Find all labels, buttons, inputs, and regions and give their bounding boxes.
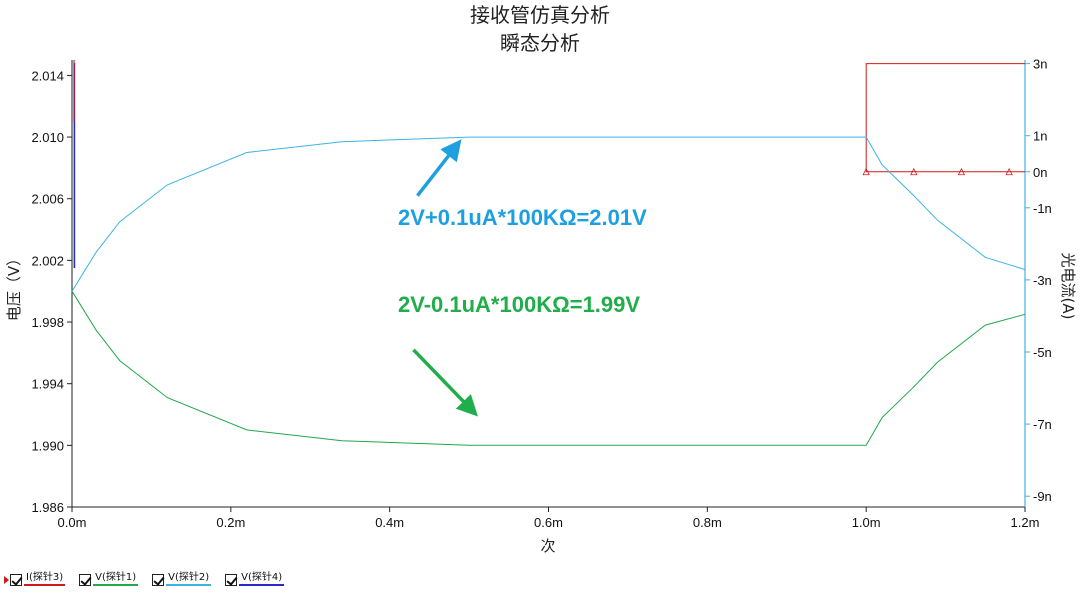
annotation-arrow: [416, 139, 462, 197]
y-left-axis-label: 电压（V）: [5, 251, 23, 321]
y-left-tick-label: 1.986: [31, 500, 64, 515]
x-tick-label: 1.2m: [1011, 515, 1040, 530]
legend: I(探针3) V(探针1) V(探针2) V(探针4): [4, 562, 285, 586]
y-left-tick-label: 1.994: [31, 377, 64, 392]
legend-label: I(探针3): [24, 572, 66, 586]
checkbox-icon[interactable]: [79, 574, 92, 586]
y-left-tick-label: 2.002: [31, 253, 64, 268]
y-right-tick-label: -1n: [1033, 201, 1052, 216]
legend-item-probe3[interactable]: I(探针3): [4, 572, 66, 586]
y-right-tick-label: 1n: [1033, 129, 1047, 144]
y-right-tick-label: 0n: [1033, 165, 1047, 180]
y-left-tick-label: 1.998: [31, 315, 64, 330]
chart: 接收管仿真分析 瞬态分析 0.0m 0.2m 0.4m 0.6m 0.8m 1.0m 1.2…: [5, 3, 1077, 555]
series-line-3: [71, 136, 1026, 292]
chart-subtitle: 瞬态分析: [500, 31, 580, 55]
checkbox-icon[interactable]: [225, 574, 238, 586]
checkbox-icon[interactable]: [10, 574, 22, 586]
y-left-tick-label: 2.006: [31, 192, 64, 207]
y-left-tick-label: 2.014: [31, 68, 64, 83]
y-right-axis-label: 光电流(A): [1059, 253, 1077, 320]
series-line-1: [865, 63, 1025, 173]
x-tick-label: 0.4m: [375, 515, 404, 530]
plot-frame: [71, 60, 1026, 508]
legend-label: V(探针1): [93, 572, 139, 586]
x-tick-label: 0.0m: [58, 515, 87, 530]
annotation-label-lower: 2V-0.1uA*100KΩ=1.99V: [398, 292, 640, 317]
series-line-2: [71, 290, 1026, 446]
y-right-tick-label: -3n: [1033, 273, 1052, 288]
legend-label: V(探针4): [239, 572, 285, 586]
legend-label: V(探针2): [166, 572, 212, 586]
y-left-tick-label: 2.010: [31, 130, 64, 145]
y-right-tick-label: -7n: [1033, 417, 1052, 432]
legend-item-probe2[interactable]: V(探针2): [152, 572, 212, 586]
y-left-tick-label: 1.990: [31, 438, 64, 453]
series-point: [862, 167, 870, 176]
legend-item-probe1[interactable]: V(探针1): [79, 572, 139, 586]
series-point: [910, 167, 918, 176]
series-point: [957, 167, 966, 176]
selected-marker-icon: [4, 574, 9, 586]
y-right-tick-label: 3n: [1033, 57, 1047, 72]
y-right-tick-label: -9n: [1033, 489, 1052, 504]
x-tick-label: 0.2m: [216, 515, 245, 530]
series-point: [1005, 167, 1013, 176]
annotation-arrow: [412, 348, 478, 417]
checkbox-icon[interactable]: [152, 574, 165, 586]
x-tick-label: 0.6m: [534, 515, 563, 530]
y-right-tick-label: -5n: [1033, 345, 1052, 360]
x-tick-label: 0.8m: [693, 515, 722, 530]
chart-title: 接收管仿真分析: [470, 3, 610, 27]
x-tick-label: 1.0m: [852, 515, 881, 530]
series-layer: [71, 60, 1026, 446]
annotation-layer: 2V+0.1uA*100KΩ=2.01V 2V-0.1uA*100KΩ=1.99V: [398, 139, 647, 417]
annotation-label-upper: 2V+0.1uA*100KΩ=2.01V: [398, 205, 647, 230]
x-axis-label: 次: [540, 537, 555, 555]
legend-item-probe4[interactable]: V(探针4): [225, 572, 285, 586]
axis-ticks: 0.0m 0.2m 0.4m 0.6m 0.8m 1.0m 1.2m 1.986 1.990 1.…: [31, 57, 1051, 530]
